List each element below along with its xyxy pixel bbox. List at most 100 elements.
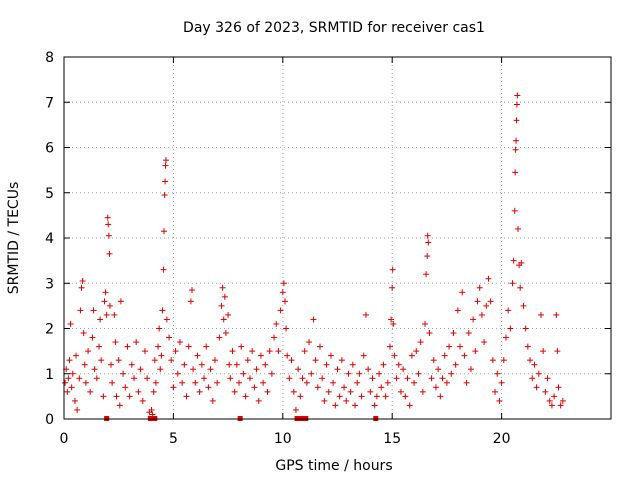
data-point: [505, 307, 512, 314]
data-point: [303, 379, 310, 386]
y-tick-label: 3: [45, 276, 54, 292]
data-point: [279, 289, 286, 296]
data-point: [251, 384, 258, 391]
x-tick-label: 5: [169, 431, 178, 447]
data-point: [111, 311, 118, 318]
data-point: [441, 352, 448, 359]
data-point: [459, 289, 466, 296]
data-point: [207, 366, 214, 373]
data-point: [225, 311, 232, 318]
data-point: [352, 402, 359, 409]
data-point: [330, 379, 337, 386]
data-point: [338, 357, 345, 364]
data-point: [257, 352, 264, 359]
data-point: [233, 361, 240, 368]
chart-title: Day 326 of 2023, SRMTID for receiver cas…: [183, 20, 485, 36]
data-point: [463, 379, 470, 386]
data-point: [531, 361, 538, 368]
data-point: [105, 221, 112, 228]
data-point: [65, 375, 72, 382]
data-point: [150, 388, 157, 395]
data-point: [231, 388, 238, 395]
data-point: [384, 379, 391, 386]
data-point: [343, 397, 350, 404]
data-point: [529, 375, 536, 382]
data-point: [513, 101, 520, 108]
data-point: [268, 370, 275, 377]
data-point: [509, 280, 516, 287]
data-point: [128, 361, 135, 368]
data-point: [71, 397, 78, 404]
data-point: [411, 379, 418, 386]
data-point: [271, 334, 278, 341]
data-point: [190, 366, 197, 373]
data-point: [81, 361, 88, 368]
data-point: [242, 393, 249, 400]
data-point: [194, 352, 201, 359]
data-point: [137, 366, 144, 373]
data-point: [131, 375, 138, 382]
data-point: [498, 379, 505, 386]
data-point: [176, 339, 183, 346]
data-point: [74, 406, 81, 413]
data-point: [168, 357, 175, 364]
data-point: [85, 348, 92, 355]
data-point: [238, 343, 245, 350]
data-point: [229, 348, 236, 355]
data-point: [283, 325, 290, 332]
data-point: [389, 266, 396, 273]
data-point: [450, 330, 457, 337]
data-point: [520, 302, 527, 309]
x-tick-label: 10: [274, 431, 292, 447]
data-point: [275, 348, 282, 355]
data-point: [535, 370, 542, 377]
data-point: [163, 316, 170, 323]
data-point: [160, 266, 167, 273]
data-point: [419, 388, 426, 395]
data-point: [69, 370, 76, 377]
data-point: [397, 388, 404, 395]
data-point: [395, 361, 402, 368]
data-point: [310, 316, 317, 323]
axis-ticks: [63, 56, 611, 420]
data-point: [141, 348, 148, 355]
data-point: [196, 388, 203, 395]
data-point: [496, 397, 503, 404]
data-point: [96, 343, 103, 350]
data-point: [390, 320, 397, 327]
data-point: [345, 370, 352, 377]
x-tick-label: 15: [383, 431, 401, 447]
data-point: [162, 157, 169, 164]
data-point: [424, 232, 431, 239]
data-point: [172, 348, 179, 355]
data-point: [117, 298, 124, 305]
data-point: [546, 397, 553, 404]
data-point: [387, 343, 394, 350]
data-point: [306, 339, 313, 346]
data-point: [548, 402, 555, 409]
data-point: [260, 379, 267, 386]
data-point: [216, 334, 223, 341]
data-point: [266, 348, 273, 355]
data-point: [465, 330, 472, 337]
data-point: [281, 298, 288, 305]
data-point: [470, 316, 477, 323]
data-point: [104, 214, 111, 221]
data-point: [393, 375, 400, 382]
data-point: [185, 343, 192, 350]
data-point: [476, 284, 483, 291]
data-point: [226, 361, 233, 368]
data-point: [481, 339, 488, 346]
data-point: [365, 366, 372, 373]
data-point: [378, 384, 385, 391]
data-point: [105, 232, 112, 239]
data-point: [152, 379, 159, 386]
data-point: [559, 397, 566, 404]
data-point: [388, 316, 395, 323]
data-point: [214, 379, 221, 386]
data-point: [308, 370, 315, 377]
data-point: [192, 379, 199, 386]
data-point: [430, 357, 437, 364]
data-point: [492, 388, 499, 395]
